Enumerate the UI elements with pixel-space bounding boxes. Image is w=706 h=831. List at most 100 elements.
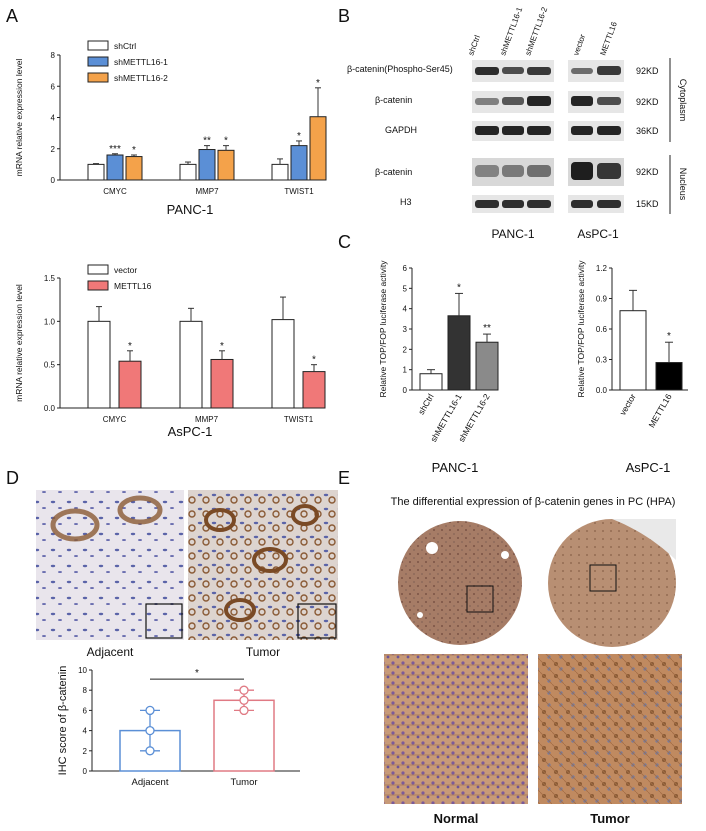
data-point (239, 685, 249, 695)
data-point (145, 725, 155, 736)
kd-label: 92KD (636, 167, 659, 177)
blot-row-label: H3 (400, 197, 412, 207)
y-tick-label: 8 (83, 686, 88, 695)
bar (419, 373, 443, 391)
y-tick-label: 2 (51, 145, 56, 154)
significance-label: *** (109, 144, 121, 155)
y-tick-label: 6 (83, 706, 88, 715)
chart-aspc1-mrna: 0.0 0.5 1.0 1.5 mRNA relative expression lev… (14, 264, 326, 439)
x-category-label: MMP7 (195, 415, 219, 424)
bar (125, 156, 143, 181)
bar (447, 315, 471, 391)
significance-label: * (132, 145, 136, 156)
y-tick-label: 1.2 (596, 264, 608, 273)
panel-label-a: A (6, 6, 18, 26)
y-tick-label: 1.5 (44, 274, 56, 283)
tma-core-tumor (548, 519, 676, 647)
bar (179, 163, 197, 181)
y-tick-label: 0.0 (44, 404, 56, 413)
chart-title: PANC-1 (432, 460, 479, 475)
legend-swatch (87, 56, 109, 67)
data-point (145, 746, 155, 756)
bar (309, 116, 327, 181)
bar (271, 163, 289, 181)
inset-box-adjacent (145, 603, 183, 639)
blot-row-label: GAPDH (385, 125, 417, 135)
panel-label-c: C (338, 232, 351, 252)
y-tick-label: 0 (51, 176, 56, 185)
chart-title: AsPC-1 (626, 460, 671, 475)
y-tick-label: 2 (403, 345, 408, 354)
inset-box-normal (466, 585, 494, 613)
panel-label-d: D (6, 468, 19, 488)
bar (198, 149, 216, 181)
legend-label: METTL16 (114, 281, 152, 291)
bar (655, 362, 683, 391)
legend-label: shMETTL16-2 (114, 73, 168, 83)
y-axis-title: mRNA relative expression level (14, 284, 24, 402)
x-category-label: MMP7 (195, 187, 219, 196)
legend-label: shCtrl (114, 41, 136, 51)
bar (118, 360, 142, 409)
kd-label: 92KD (636, 66, 659, 76)
bar (87, 163, 105, 181)
significance-label: * (128, 341, 132, 352)
blot-row-label: β-catenin (375, 95, 412, 105)
y-tick-label: 1 (403, 366, 408, 375)
inset-box-tumor-core (589, 564, 617, 592)
bar (271, 319, 295, 409)
significance-label: * (224, 136, 228, 147)
blot-cell-line-aspc1: AsPC-1 (577, 227, 619, 241)
panel-label-e: E (338, 468, 350, 488)
significance-label: * (457, 282, 461, 293)
ihc-label-tumor: Tumor (246, 645, 280, 659)
y-tick-label: 3 (403, 325, 408, 334)
y-tick-label: 6 (403, 264, 408, 273)
significance-label: * (297, 131, 301, 142)
ihc-label-adjacent: Adjacent (87, 645, 134, 659)
hpa-zoom-tumor (538, 654, 682, 804)
tma-core-normal (398, 521, 522, 645)
hpa-images: The differential expression of β-catenin… (384, 496, 682, 826)
y-axis-title: Relative TOP/FOP luciferase activity (378, 260, 388, 398)
y-tick-label: 0.5 (44, 361, 56, 370)
lane-label-shctrl: shCtrl (466, 34, 482, 57)
significance-label: ** (203, 136, 211, 147)
y-tick-label: 10 (78, 666, 87, 675)
kd-label: 15KD (636, 199, 659, 209)
fraction-label-nucleus: Nucleus (678, 168, 688, 201)
blot-bands (475, 66, 621, 208)
chart-panc1-topflash: 0 1 2 3 4 5 6 Relative TOP/FOP luciferase activ… (378, 260, 499, 475)
y-tick-label: 6 (51, 82, 56, 91)
y-tick-label: 1.0 (44, 317, 56, 326)
lane-label-vector: vector (571, 33, 587, 57)
blot-row-label: β-catenin (375, 167, 412, 177)
inset-box-tumor (297, 603, 337, 639)
chart-title: PANC-1 (167, 202, 214, 217)
y-tick-label: 0.6 (596, 325, 608, 334)
x-category-label: Adjacent (132, 777, 169, 788)
x-category-label: shCtrl (416, 392, 436, 416)
blot-membranes (472, 60, 624, 213)
bar (302, 371, 326, 409)
kd-label: 92KD (636, 97, 659, 107)
bar (290, 145, 308, 181)
y-axis-title: mRNA relative expression level (14, 59, 24, 177)
blot-row-label: β-catenin(Phospho-Ser45) (347, 64, 453, 74)
y-tick-label: 0 (83, 767, 88, 776)
legend-swatch (87, 264, 109, 275)
bar (217, 149, 235, 181)
y-tick-label: 4 (51, 114, 56, 123)
chart-ihc-score: 0 2 4 6 8 10 IHC score of β-catenin Adjacent Tum… (57, 666, 300, 788)
legend-swatch (87, 72, 109, 83)
legend-label: vector (114, 265, 137, 275)
lane-label-shmettl16-2: shMETTL16-2 (523, 5, 549, 56)
data-point (239, 705, 249, 716)
hpa-label-tumor: Tumor (590, 811, 629, 826)
x-category-label: CMYC (103, 415, 127, 424)
x-category-label: METTL16 (646, 392, 673, 430)
x-category-label: TWIST1 (284, 415, 314, 424)
ihc-image-tumor (188, 490, 338, 640)
